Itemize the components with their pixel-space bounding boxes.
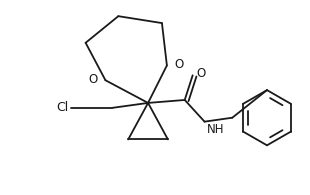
Text: NH: NH — [206, 123, 224, 136]
Text: O: O — [88, 73, 98, 86]
Text: Cl: Cl — [56, 101, 69, 114]
Text: O: O — [175, 58, 184, 71]
Text: O: O — [197, 67, 206, 80]
